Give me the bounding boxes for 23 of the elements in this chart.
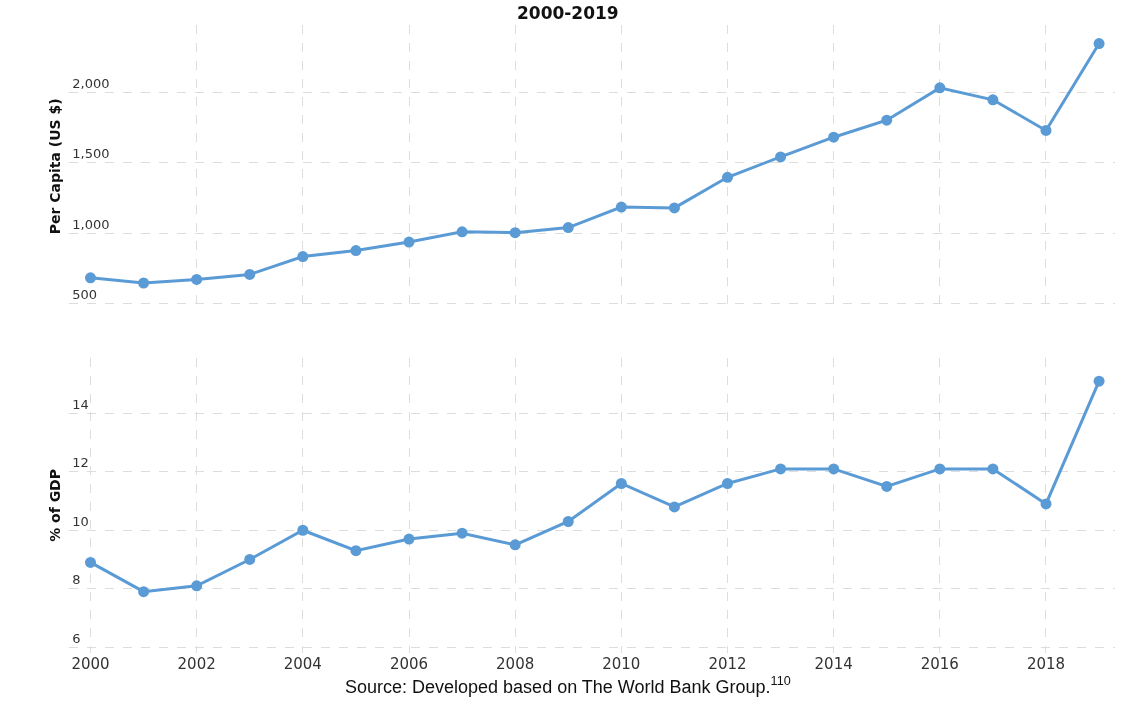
- y-axis-title: Per Capita (US $): [46, 98, 63, 235]
- x-tick-label: 2018: [1026, 655, 1066, 673]
- y-axis-title: % of GDP: [46, 468, 63, 542]
- y-tick-label: 1,000: [72, 216, 110, 232]
- x-tick-label: 2010: [602, 655, 641, 673]
- x-tick-label: 2004: [283, 655, 322, 673]
- x-tick-label: 2012: [708, 655, 747, 673]
- x-tick-label: 2016: [920, 655, 959, 673]
- chart-title: 2000-2019: [517, 3, 619, 23]
- y-tick-label: 2,000: [72, 75, 110, 91]
- y-tick-label: 10: [72, 513, 89, 529]
- y-tick-label: 12: [72, 455, 89, 471]
- x-tick-label: 2000: [71, 655, 110, 673]
- x-tick-label: 2008: [496, 655, 535, 673]
- x-tick-label: 2014: [814, 655, 853, 673]
- source-note: Source: Developed based on The World Bank Group.$^{110}$: [345, 674, 791, 697]
- y-tick-label: 14: [72, 396, 89, 412]
- y-tick-label: 8: [72, 572, 81, 588]
- x-tick-label: 2006: [389, 655, 429, 673]
- x-tick-label: 2002: [177, 655, 216, 673]
- y-tick-label: 6: [72, 630, 81, 646]
- y-tick-label: 1,500: [72, 146, 110, 162]
- y-tick-label: 500: [72, 286, 98, 302]
